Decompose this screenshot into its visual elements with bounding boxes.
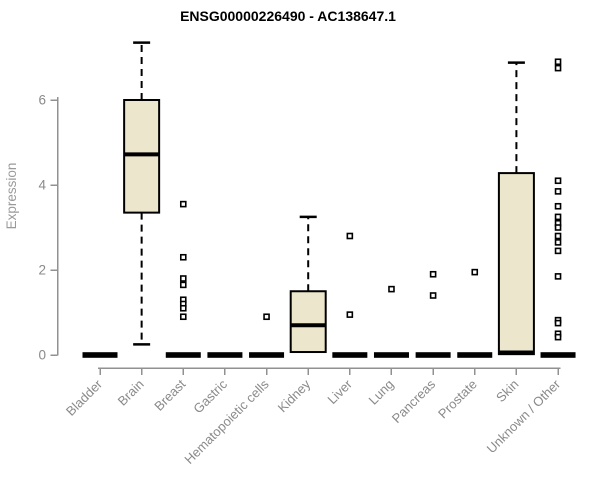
y-tick-label: 0 — [38, 348, 46, 363]
collapsed-box — [249, 352, 285, 358]
outlier-point — [554, 333, 562, 341]
outlier-point — [179, 253, 187, 261]
outlier-point — [179, 313, 187, 321]
box-plot-prostate — [457, 268, 493, 358]
outlier-point — [554, 224, 562, 231]
box-plot-kidney — [289, 215, 327, 354]
y-axis: 0 2 4 6 — [38, 93, 59, 363]
y-tick-label: 2 — [38, 263, 46, 278]
outlier-point — [554, 247, 562, 255]
box-plot-skin — [497, 61, 535, 356]
collapsed-box — [457, 352, 493, 358]
box-plot-lung — [373, 285, 409, 358]
box-plot-brain — [123, 41, 161, 346]
x-tick-label: Liver — [324, 376, 355, 407]
outlier-point — [554, 202, 562, 210]
outlier-point — [346, 311, 354, 318]
outlier-point — [429, 270, 437, 278]
collapsed-box — [82, 352, 118, 358]
outlier-point — [554, 319, 562, 327]
outlier-point — [554, 64, 562, 72]
outlier-point — [346, 232, 354, 240]
collapsed-box — [540, 352, 576, 358]
collapsed-box — [332, 352, 368, 358]
x-tick-label: Skin — [493, 377, 521, 405]
iqr-box — [289, 290, 327, 354]
outlier-point — [554, 58, 562, 66]
box-plot-gastric — [207, 352, 243, 358]
collapsed-box — [207, 352, 243, 358]
outlier-point — [263, 313, 270, 321]
x-tick-label: Gastric — [190, 376, 230, 416]
outlier-point — [388, 285, 395, 293]
outlier-point — [554, 239, 562, 246]
box-plot-hematopoietic-cells — [249, 313, 285, 358]
x-tick-label: Bladder — [63, 376, 106, 419]
iqr-box — [497, 172, 535, 356]
y-axis-label: Expression — [4, 163, 19, 230]
outlier-point — [179, 200, 187, 208]
outlier-point — [554, 232, 562, 240]
outlier-point — [179, 281, 187, 289]
collapsed-box — [165, 352, 201, 358]
x-tick-label: Pancreas — [389, 376, 439, 426]
box-plot-unknown-other — [540, 58, 576, 358]
box-plot-liver — [332, 232, 368, 358]
chart-title: ENSG00000226490 - AC138647.1 — [180, 8, 396, 24]
x-tick-label: Prostate — [435, 377, 480, 422]
x-tick-label: Lung — [366, 377, 397, 408]
outlier-point — [471, 268, 479, 276]
x-tick-label: Brain — [115, 377, 147, 409]
collapsed-box — [415, 352, 451, 358]
box-plot-breast — [165, 200, 201, 358]
x-tick-label: Unknown / Other — [484, 376, 564, 456]
outlier-point — [429, 292, 437, 299]
y-tick-label: 6 — [38, 93, 46, 108]
outlier-point — [554, 188, 562, 195]
outlier-point — [554, 177, 562, 185]
outlier-point — [179, 275, 187, 282]
outlier-point — [554, 213, 562, 221]
y-tick-label: 4 — [38, 178, 46, 193]
outlier-point — [179, 304, 187, 312]
box-plot-pancreas — [415, 270, 451, 358]
collapsed-box — [373, 352, 409, 358]
x-tick-label: Breast — [151, 376, 188, 413]
outlier-point — [554, 273, 562, 280]
x-tick-label: Kidney — [275, 376, 314, 415]
box-plot-bladder — [82, 352, 118, 358]
